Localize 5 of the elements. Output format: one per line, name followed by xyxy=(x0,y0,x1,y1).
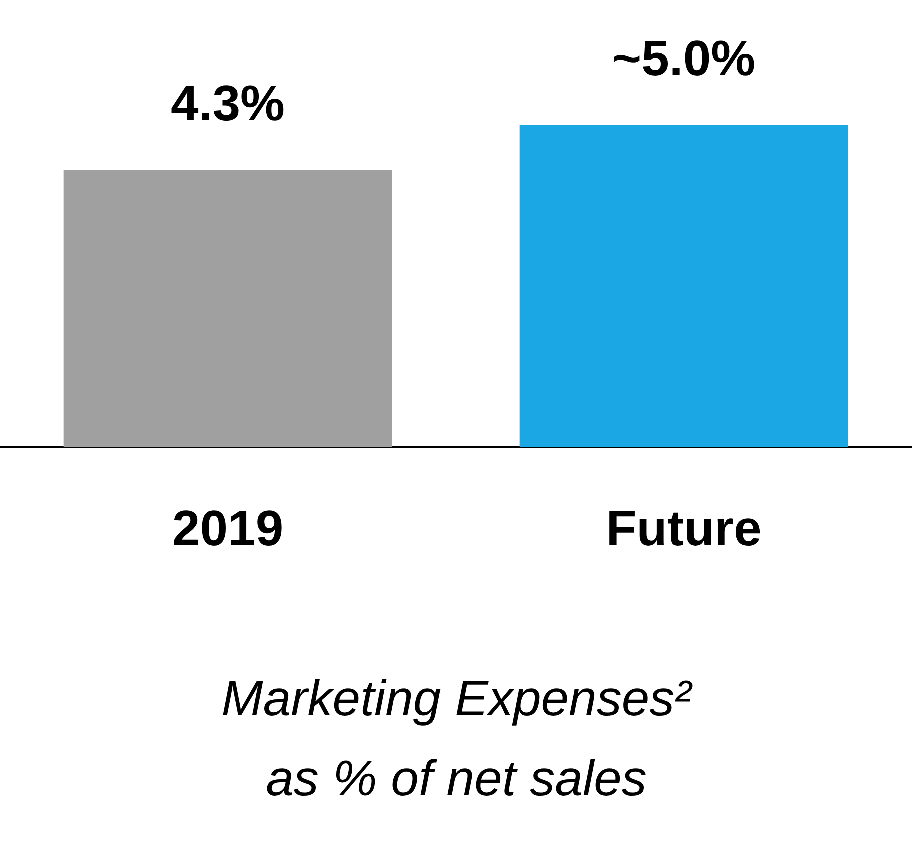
x-tick-label: Future xyxy=(606,500,762,556)
data-label: ~5.0% xyxy=(612,30,756,86)
x-axis-title: Marketing Expenses² as % of net sales xyxy=(222,670,694,806)
x-tick-label: 2019 xyxy=(172,500,284,556)
data-label: 4.3% xyxy=(171,75,285,132)
